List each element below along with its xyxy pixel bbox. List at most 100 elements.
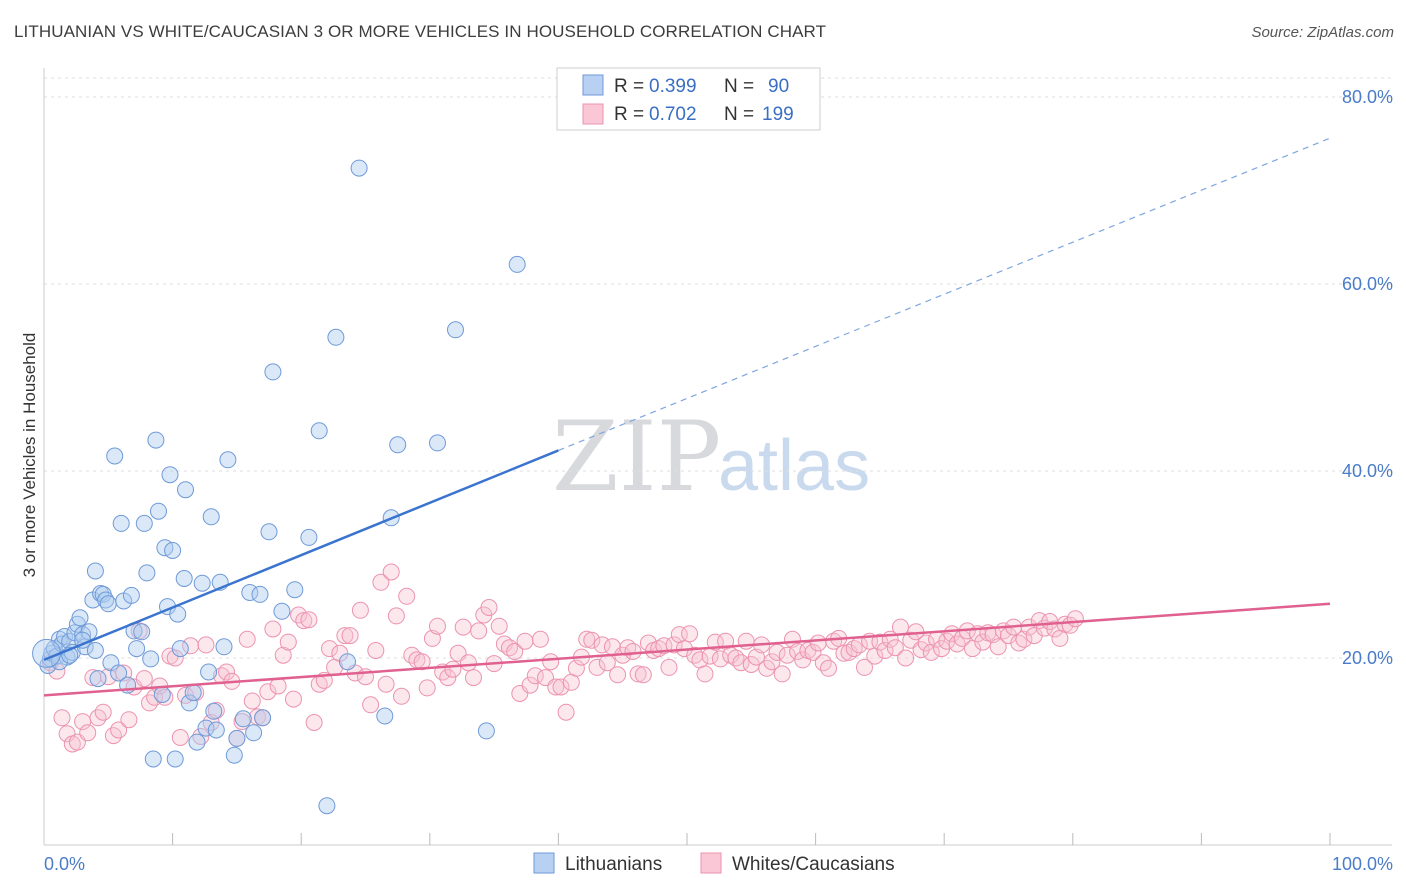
legend-n-label-1: N = [724,76,754,97]
lithuanian-point [133,623,151,641]
white-point [439,669,457,687]
white-point [351,601,369,619]
white-point [480,599,498,616]
white-point [593,636,611,654]
white-point [465,669,482,687]
lithuanian-point [251,585,269,603]
white-point [372,573,390,591]
y-tick-label: 40.0% [1342,461,1393,481]
white-point [897,649,915,667]
white-point [825,632,843,650]
white-point [233,713,251,731]
white-point [362,696,380,714]
lithuanian-point [166,750,184,768]
white-point [516,632,534,650]
white-point [135,670,153,688]
lithuanian-point [150,502,167,520]
white-point [279,633,297,651]
lithuanian-point [447,321,464,339]
white-point [871,633,889,651]
lithuanian-point [215,638,233,656]
white-point [964,640,981,658]
lithuanian-point [180,694,198,712]
lithuanian-point [80,623,98,641]
lithuanian-trend-line [43,449,559,662]
y-tick-label: 80.0% [1342,87,1393,107]
white-point [809,634,827,652]
white-point [552,678,570,696]
lithuanian-point [128,640,146,658]
lithuanian-point [286,581,304,599]
white-point [634,666,652,684]
lithuanian-point [477,722,495,740]
white-point [804,643,822,661]
lithuanian-point [205,702,223,720]
lithuanian-point [147,431,165,449]
lithuanian-point [228,729,246,747]
legend-r-label-1: R = [614,76,644,97]
white-point [243,692,261,710]
white-point [1051,629,1069,647]
lithuanian-point [144,750,162,768]
lithuanian-point [138,564,156,582]
lithuanian-point [171,640,189,658]
white-point [583,631,601,649]
lithuanian-point [273,602,291,620]
white-point [681,625,699,643]
white-point [506,643,524,660]
correlation-legend: R = 0.399 N = 90 R = 0.702 N = 199 [556,67,821,131]
white-point [305,714,323,731]
bottom-legend-swatch-whites [700,852,722,874]
legend-swatch-whites [582,103,604,125]
lithuanian-trend-extension [558,137,1331,451]
lithuanian-point [175,570,193,587]
lithuanian-point [254,709,272,727]
white-point [336,627,354,645]
watermark-zip: ZIP [552,401,721,513]
white-point [218,663,236,681]
white-point [120,711,138,729]
white-point [886,639,904,657]
white-point [732,654,750,672]
white-point [629,665,647,683]
white-point [398,587,416,605]
lithuanian-point [86,642,104,659]
white-point [922,643,940,661]
white-point [773,665,791,683]
lithuanian-point [429,434,446,452]
white-point [876,642,894,659]
white-point [274,646,292,664]
lithuanian-point [99,595,117,613]
lithuanian-point [508,255,526,273]
legend-swatch-lithuanians [582,74,604,96]
lithuanian-point [389,436,407,454]
lithuanian-point [245,724,263,742]
white-point [182,637,200,655]
white-point [166,649,184,667]
lithuanian-point [112,514,130,532]
white-point [249,708,266,726]
lithuanian-point [327,328,345,346]
lithuanian-point [339,653,356,671]
legend-r-value-2: 0.702 [649,104,697,125]
white-point [696,665,714,683]
y-axis-label: 3 or more Vehicles in Household [20,333,39,578]
lithuanian-point [376,707,394,725]
lithuanian-point [122,586,140,604]
white-point [387,607,405,625]
white-point [778,646,796,664]
white-point [367,642,385,659]
white-point [429,617,446,635]
white-point [686,646,704,664]
bottom-legend-lithuanians: Lithuanians [565,854,662,875]
legend-n-value-1: 90 [768,76,789,97]
white-point [393,687,410,705]
white-point [547,678,565,696]
lithuanian-point [177,481,194,499]
white-point [578,630,596,648]
lithuanian-point [200,663,218,681]
lithuanian-point [56,628,74,645]
white-point [238,630,256,648]
white-point [341,627,359,645]
